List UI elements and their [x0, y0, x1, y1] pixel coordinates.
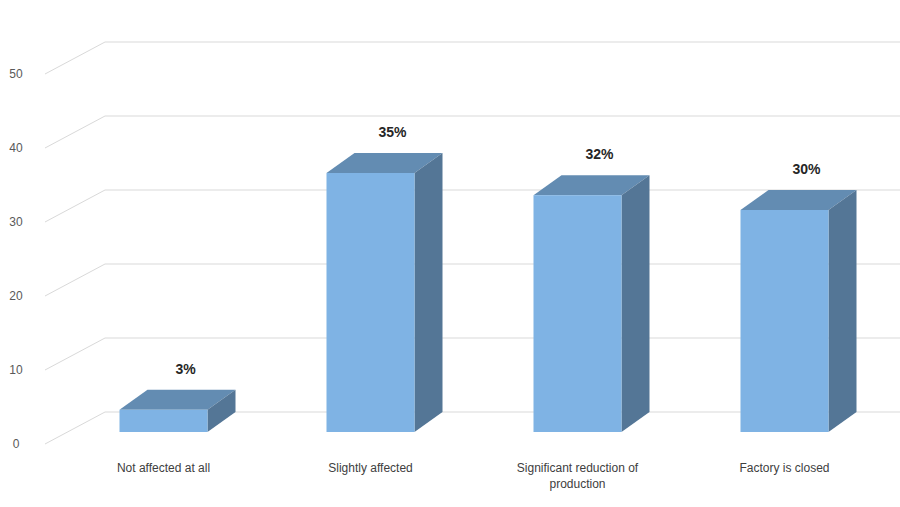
category-label: Factory is closed [700, 460, 870, 476]
tick-label: 20 [9, 289, 23, 303]
category-label: Not affected at all [79, 460, 249, 476]
grid [45, 42, 900, 444]
bar-side [829, 190, 857, 432]
grid-line [45, 42, 900, 74]
bar [534, 175, 650, 432]
data-label: 35% [378, 124, 407, 140]
bar-front [534, 195, 622, 432]
bar [741, 190, 857, 432]
tick-label: 50 [9, 67, 23, 81]
bar [327, 153, 443, 432]
category-label: Significant reduction of production [493, 460, 663, 492]
bars [120, 153, 857, 432]
bar-front [120, 410, 208, 432]
tick-label: 0 [13, 437, 20, 451]
tick-label: 40 [9, 141, 23, 155]
data-labels: 3% 35% 32% 30% [175, 124, 821, 377]
bar-front [741, 210, 829, 432]
bar [120, 390, 236, 432]
bar-side [622, 175, 650, 432]
bar-front [327, 173, 415, 432]
chart-root: 0 10 20 30 40 50 3% 35% 32% 30% Not affected at al… [0, 0, 900, 507]
tick-label: 10 [9, 363, 23, 377]
tick-label: 30 [9, 215, 23, 229]
data-label: 30% [792, 161, 821, 177]
chart-svg: 0 10 20 30 40 50 3% 35% 32% 30% [0, 0, 900, 507]
data-label: 32% [585, 146, 614, 162]
category-label: Slightly affected [286, 460, 456, 476]
data-label: 3% [175, 361, 196, 377]
grid-line [45, 116, 900, 148]
bar-side [208, 390, 236, 432]
bar-side [415, 153, 443, 432]
